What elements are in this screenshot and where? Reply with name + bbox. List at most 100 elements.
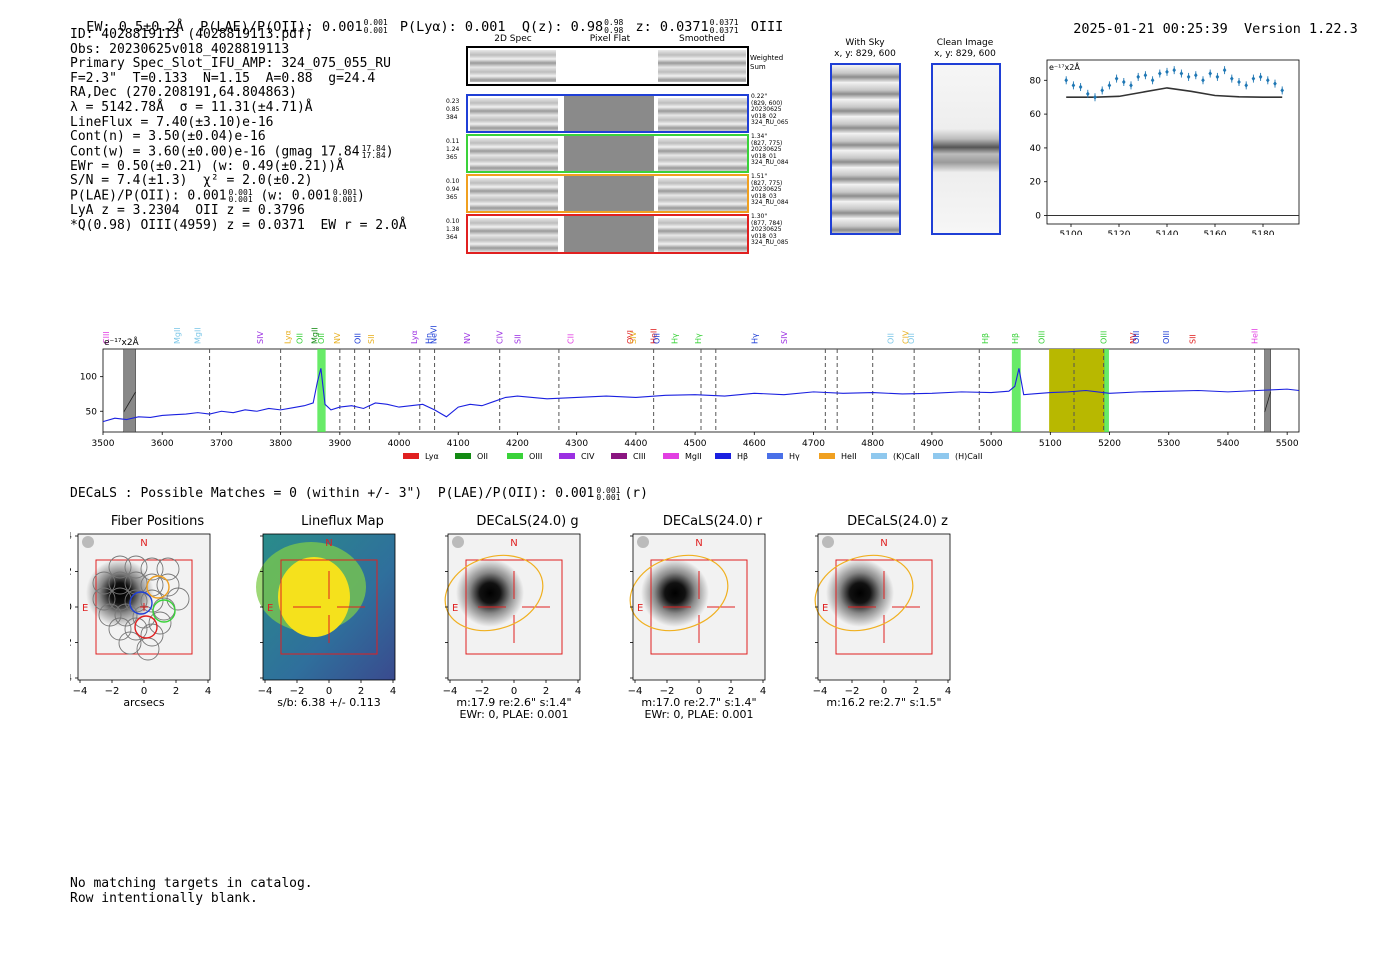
line-label: CII [567,334,576,344]
cutout-y-tick-label: 4 [70,531,72,542]
east-label: E [822,603,828,614]
line-label-text: OIII [1162,331,1171,344]
fiber-circle [118,631,142,655]
col-smoothed: Smoothed [679,34,725,44]
legend-swatch [559,453,575,459]
header-plae: P(LAE)/P(OII): 0.001 [200,19,363,35]
detection-info: ID: 4028819113 (4028819113.pdf) Obs: 202… [70,27,460,233]
green-shaded-region [317,349,326,432]
with-sky-title: With Sky [845,38,885,48]
legend-swatch [455,453,471,459]
info-gmag-sup: 17.84 [361,143,386,153]
decals-summary-text: DECaLS : Possible Matches = 0 (within +/… [70,486,595,501]
fiber-circle [156,573,180,597]
line-label: OIII [1162,331,1171,344]
info-sn: S/N = 7.4(±1.3) χ² = 2.0(±0.2) [70,173,313,189]
cutout-caption-line: arcsecs [123,696,165,709]
line-label-text: SII [513,334,522,344]
exposure-row: 0.23 0.85 384 0.22" (829, 600) 20230625 v018_… [440,93,810,133]
info-plae: P(LAE)/P(OII): 0.001 0.001 0.001 (w: 0.001… [70,189,460,204]
line-label-text: OIII [1132,331,1141,344]
header-z-sub: 0.0371 [709,26,739,35]
line-label-text: OII [296,333,305,344]
header-z-sup: 0.0371 [709,18,739,27]
legend-swatch [819,453,835,459]
spectrum-x-tick-label: 5200 [1098,439,1121,449]
cutout-caption-line: m:17.9 re:2.6" s:1.4" [456,696,572,709]
line-label-text: Hη [425,333,434,344]
spectrum-x-tick-label: 4200 [506,439,529,449]
cutout-x-tick-label: 2 [543,686,549,697]
cutout-caption-line: m:17.0 re:2.7" s:1.4" [641,696,757,709]
line-label-text: OVI [626,330,635,344]
line-label-text: Lyα [284,330,293,344]
cutout-caption-line: EWr: 0, PLAE: 0.001 [644,708,754,721]
row-right-val: 20230625 [751,106,782,114]
cutout-caption: m:16.2 re:2.7" s:1.5" [810,697,958,709]
info-plae-w: (w: 0.001 [252,188,331,204]
legend-label: OIII [529,452,542,461]
zoom-data-point [1230,76,1234,82]
line-label-text: OII [317,333,326,344]
header-plae-sup: 0.001 [363,18,388,27]
cutout-caption-line: m:16.2 re:2.7" s:1.5" [826,696,942,709]
east-label: E [637,603,643,614]
cutout-x-tick-label: 0 [511,686,517,697]
line-label-text: Hβ [981,333,990,344]
aperture-box [835,559,933,655]
header-plya: P(Lyα): 0.001 [399,19,506,35]
fiber-circle [148,611,172,635]
line-label-text: OIII [1037,331,1046,344]
col-pixel-flat: Pixel Flat [589,34,631,44]
clean-image [931,63,1001,235]
line-label-text: Hγ [670,333,679,344]
spectrum-line [102,368,1300,423]
source-blob [641,559,709,627]
fiber-orange [146,575,170,599]
aperture-box [650,559,748,655]
row-left-val: 384 [446,114,458,121]
spectrum-x-tick-label: 3900 [328,439,351,449]
exposure-row: 0.10 0.94 365 1.51" (827, 775) 20230625 v018_… [440,173,810,213]
cutout-y-tick-label: −4 [70,673,72,684]
line-label-text: MgII [173,327,182,344]
cutout-x-tick-label: 4 [945,686,951,697]
header-qz-sup: 0.98 [604,18,624,27]
info-plae-sub: 0.001 [228,195,253,205]
cutout-caption: m:17.9 re:2.6" s:1.4" EWr: 0, PLAE: 0.001 [440,697,588,721]
spectrum-x-tick-label: 5000 [980,439,1003,449]
line-label: SII [1188,334,1197,344]
cutout-x-tick-label: 4 [760,686,766,697]
line-label-text: HeII [650,328,659,344]
row-right-val: 324_RU_085 [751,239,789,247]
cutout-x-tick-label: 2 [728,686,734,697]
line-label-text: Hγ [750,333,759,344]
catalog-footer: No matching targets in catalog. Row inte… [70,876,313,906]
east-label: E [267,603,273,614]
source-blob [826,559,894,627]
cutout-caption-line: s/b: 6.38 +/- 0.113 [277,696,381,709]
line-label-text: NV [333,332,342,344]
exposure-row: 0.11 1.24 365 1.34" (827, 775) 20230625 v018_… [440,133,810,173]
zoom-data-point [1150,77,1155,83]
north-label: N [510,538,517,549]
cutout-title: DECaLS(24.0) g [476,514,579,529]
cutout-title: DECaLS(24.0) r [662,514,763,529]
zoom-y-tick-label: 20 [1030,178,1041,188]
cutout-x-tick-label: −2 [475,686,490,697]
legend-label: Lyα [425,452,439,461]
zoom-data-point [1258,74,1263,80]
legend-label: Hγ [789,452,800,461]
row-right-val: 1.30" [751,213,768,220]
spectrum-unit-label: e⁻¹⁷x2Å [104,336,140,348]
row-left-val: 1.38 [446,226,460,233]
cutout-image: N E −4 −2 0 2 4 [443,533,581,697]
cutout-title: Lineflux Map [301,514,384,529]
legend-label: CIII [633,452,646,461]
legend-label: (K)CaII [893,452,920,461]
cutout-x-tick-label: 0 [881,686,887,697]
line-label-text: MgII [194,327,203,344]
row-right-val: 20230625 [751,186,782,194]
row-left-val: 0.94 [446,186,460,193]
aperture-ellipse [814,554,914,632]
